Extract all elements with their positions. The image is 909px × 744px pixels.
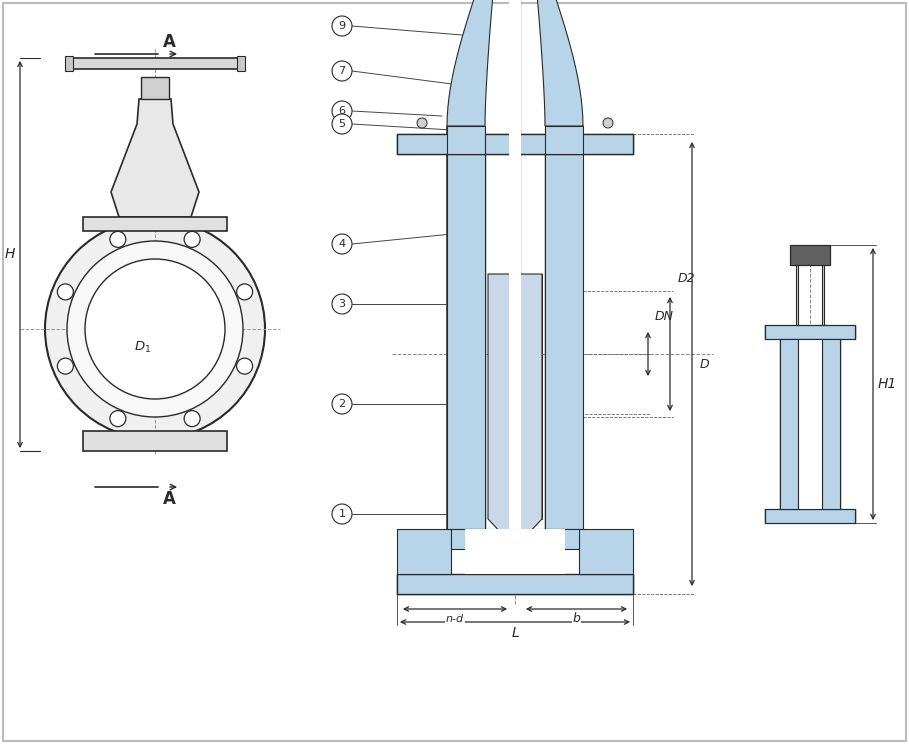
Polygon shape	[451, 529, 579, 549]
Polygon shape	[780, 339, 798, 509]
Polygon shape	[765, 325, 855, 339]
Circle shape	[332, 504, 352, 524]
Text: D: D	[699, 358, 709, 371]
Circle shape	[332, 16, 352, 36]
Polygon shape	[67, 58, 243, 69]
Circle shape	[57, 358, 74, 374]
Text: 7: 7	[338, 66, 345, 76]
Circle shape	[110, 411, 125, 426]
Circle shape	[332, 61, 352, 81]
Circle shape	[236, 284, 253, 300]
Polygon shape	[533, 0, 583, 126]
Circle shape	[332, 114, 352, 134]
Polygon shape	[796, 265, 798, 325]
Text: 4: 4	[338, 239, 345, 249]
Polygon shape	[83, 431, 227, 451]
Circle shape	[185, 231, 200, 248]
Polygon shape	[545, 154, 583, 529]
Polygon shape	[447, 0, 497, 126]
Text: H: H	[5, 248, 15, 261]
Text: D2: D2	[677, 272, 694, 284]
Circle shape	[85, 259, 225, 399]
Circle shape	[332, 234, 352, 254]
Polygon shape	[488, 274, 542, 539]
Text: 3: 3	[338, 299, 345, 309]
Text: 6: 6	[338, 106, 345, 116]
Text: H1: H1	[877, 377, 896, 391]
Polygon shape	[237, 56, 245, 71]
Circle shape	[332, 101, 352, 121]
Polygon shape	[579, 529, 633, 574]
Polygon shape	[822, 339, 840, 509]
Circle shape	[67, 241, 243, 417]
Polygon shape	[397, 529, 451, 574]
Polygon shape	[509, 0, 521, 534]
Circle shape	[185, 411, 200, 426]
Text: 2: 2	[338, 399, 345, 409]
Text: 5: 5	[338, 119, 345, 129]
Circle shape	[332, 294, 352, 314]
Text: L: L	[511, 626, 519, 640]
Polygon shape	[447, 154, 485, 529]
Polygon shape	[765, 509, 855, 523]
Polygon shape	[397, 134, 633, 154]
Polygon shape	[83, 217, 227, 231]
Text: b: b	[573, 612, 581, 626]
Text: n-d: n-d	[446, 614, 464, 624]
Polygon shape	[397, 574, 633, 594]
Polygon shape	[545, 126, 583, 154]
Polygon shape	[798, 339, 822, 509]
Circle shape	[45, 219, 265, 439]
Text: A: A	[163, 490, 175, 508]
Text: A: A	[163, 33, 175, 51]
Polygon shape	[65, 56, 73, 71]
Circle shape	[236, 358, 253, 374]
Circle shape	[57, 284, 74, 300]
Polygon shape	[447, 126, 485, 154]
Text: $D_1$: $D_1$	[135, 339, 152, 355]
Polygon shape	[111, 99, 199, 217]
Polygon shape	[141, 77, 169, 99]
Circle shape	[110, 231, 125, 248]
Polygon shape	[790, 245, 830, 265]
Text: 1: 1	[338, 509, 345, 519]
Polygon shape	[465, 529, 565, 574]
Text: 9: 9	[338, 21, 345, 31]
Circle shape	[332, 394, 352, 414]
Circle shape	[603, 118, 613, 128]
Polygon shape	[822, 265, 824, 325]
Circle shape	[417, 118, 427, 128]
Text: DN: DN	[654, 310, 674, 322]
